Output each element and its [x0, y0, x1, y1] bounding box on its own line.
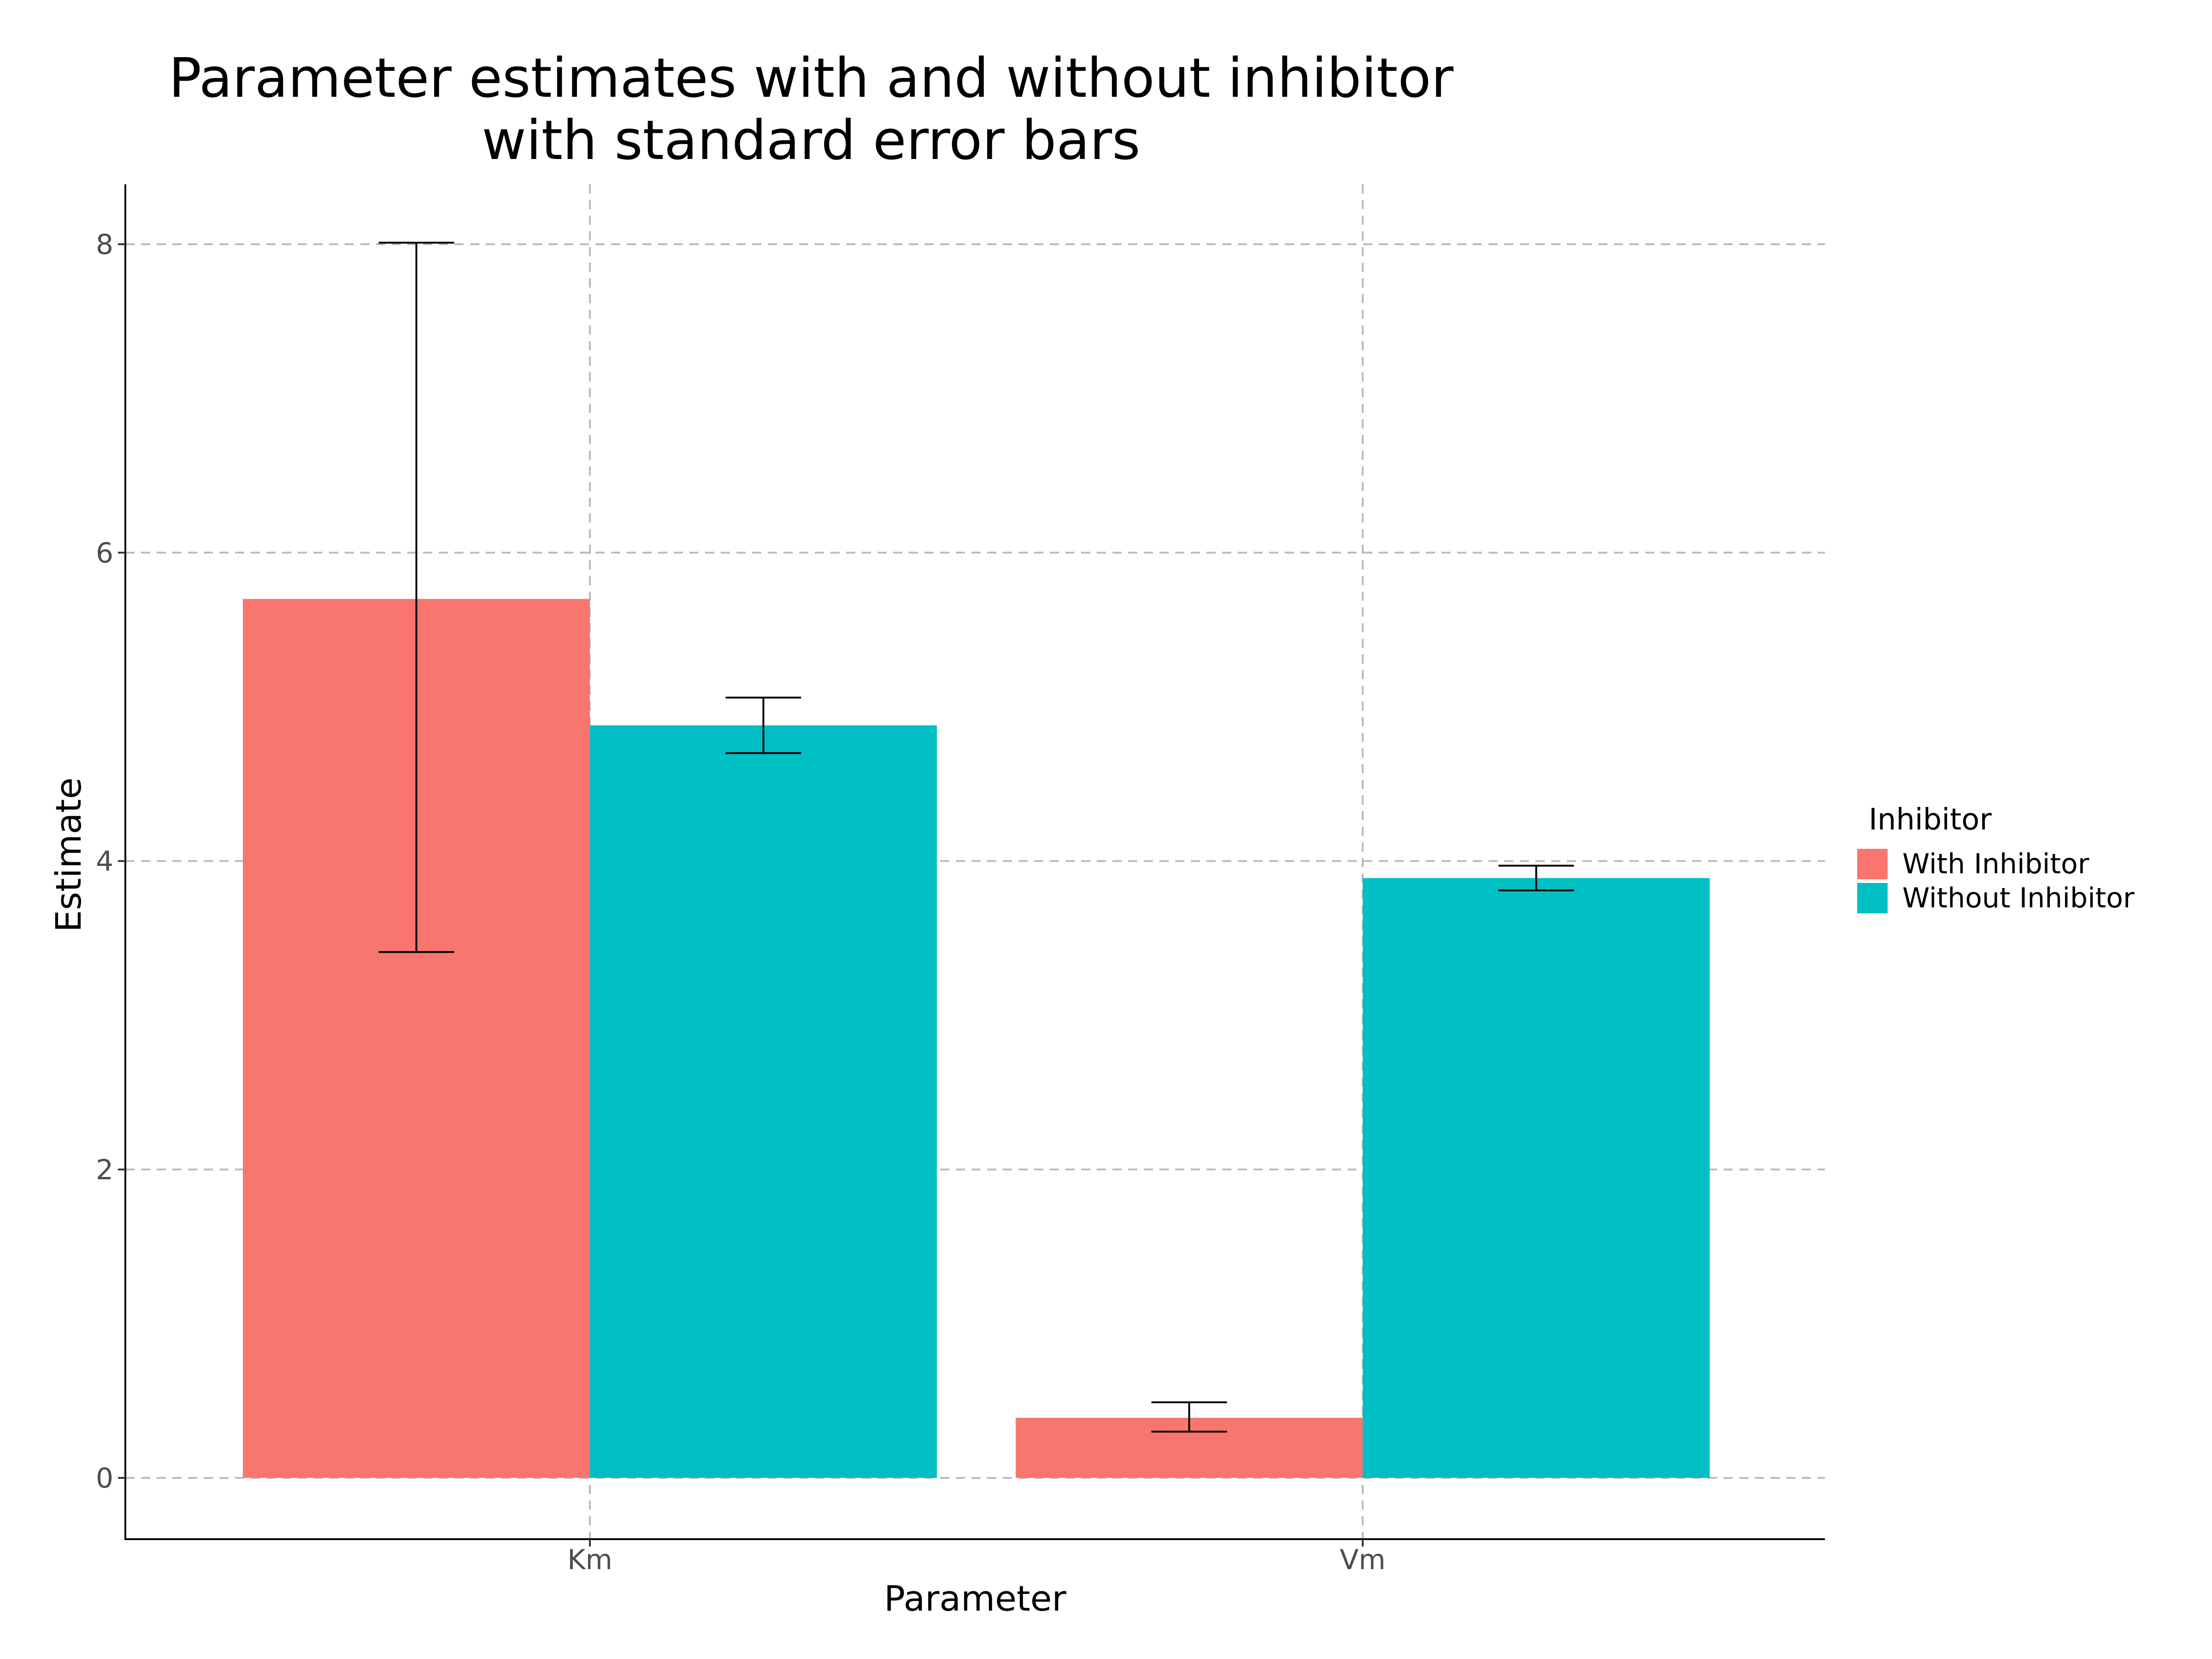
- y-tick-label: 4: [96, 846, 113, 878]
- legend-title: Inhibitor: [1869, 803, 1992, 837]
- legend-key-without-inhibitor: [1857, 883, 1888, 913]
- y-axis-title: Estimate: [48, 777, 89, 932]
- x-axis-title: Parameter: [884, 1578, 1066, 1619]
- y-tick-labels: 0 2 4 6 8: [96, 229, 125, 1494]
- error-bars-group: [378, 241, 1574, 1433]
- x-tick-label: Vm: [1340, 1544, 1386, 1576]
- legend-key-with-inhibitor: [1857, 849, 1888, 879]
- bar-without-inhibitor-vm: [1363, 878, 1710, 1478]
- bars-group: [243, 599, 1710, 1478]
- legend-label: Without Inhibitor: [1902, 882, 2135, 914]
- x-tick-labels: Km Vm: [567, 1539, 1386, 1576]
- y-tick-label: 0: [96, 1462, 113, 1494]
- y-tick-label: 8: [96, 229, 113, 261]
- x-tick-label: Km: [567, 1544, 612, 1576]
- chart-title-line-2: with standard error bars: [482, 108, 1140, 172]
- legend-label: With Inhibitor: [1902, 848, 2089, 880]
- chart-title-line-1: Parameter estimates with and without inh…: [169, 46, 1453, 110]
- y-tick-label: 6: [96, 537, 113, 569]
- y-tick-label: 2: [96, 1154, 113, 1186]
- bar-without-inhibitor-km: [590, 725, 937, 1478]
